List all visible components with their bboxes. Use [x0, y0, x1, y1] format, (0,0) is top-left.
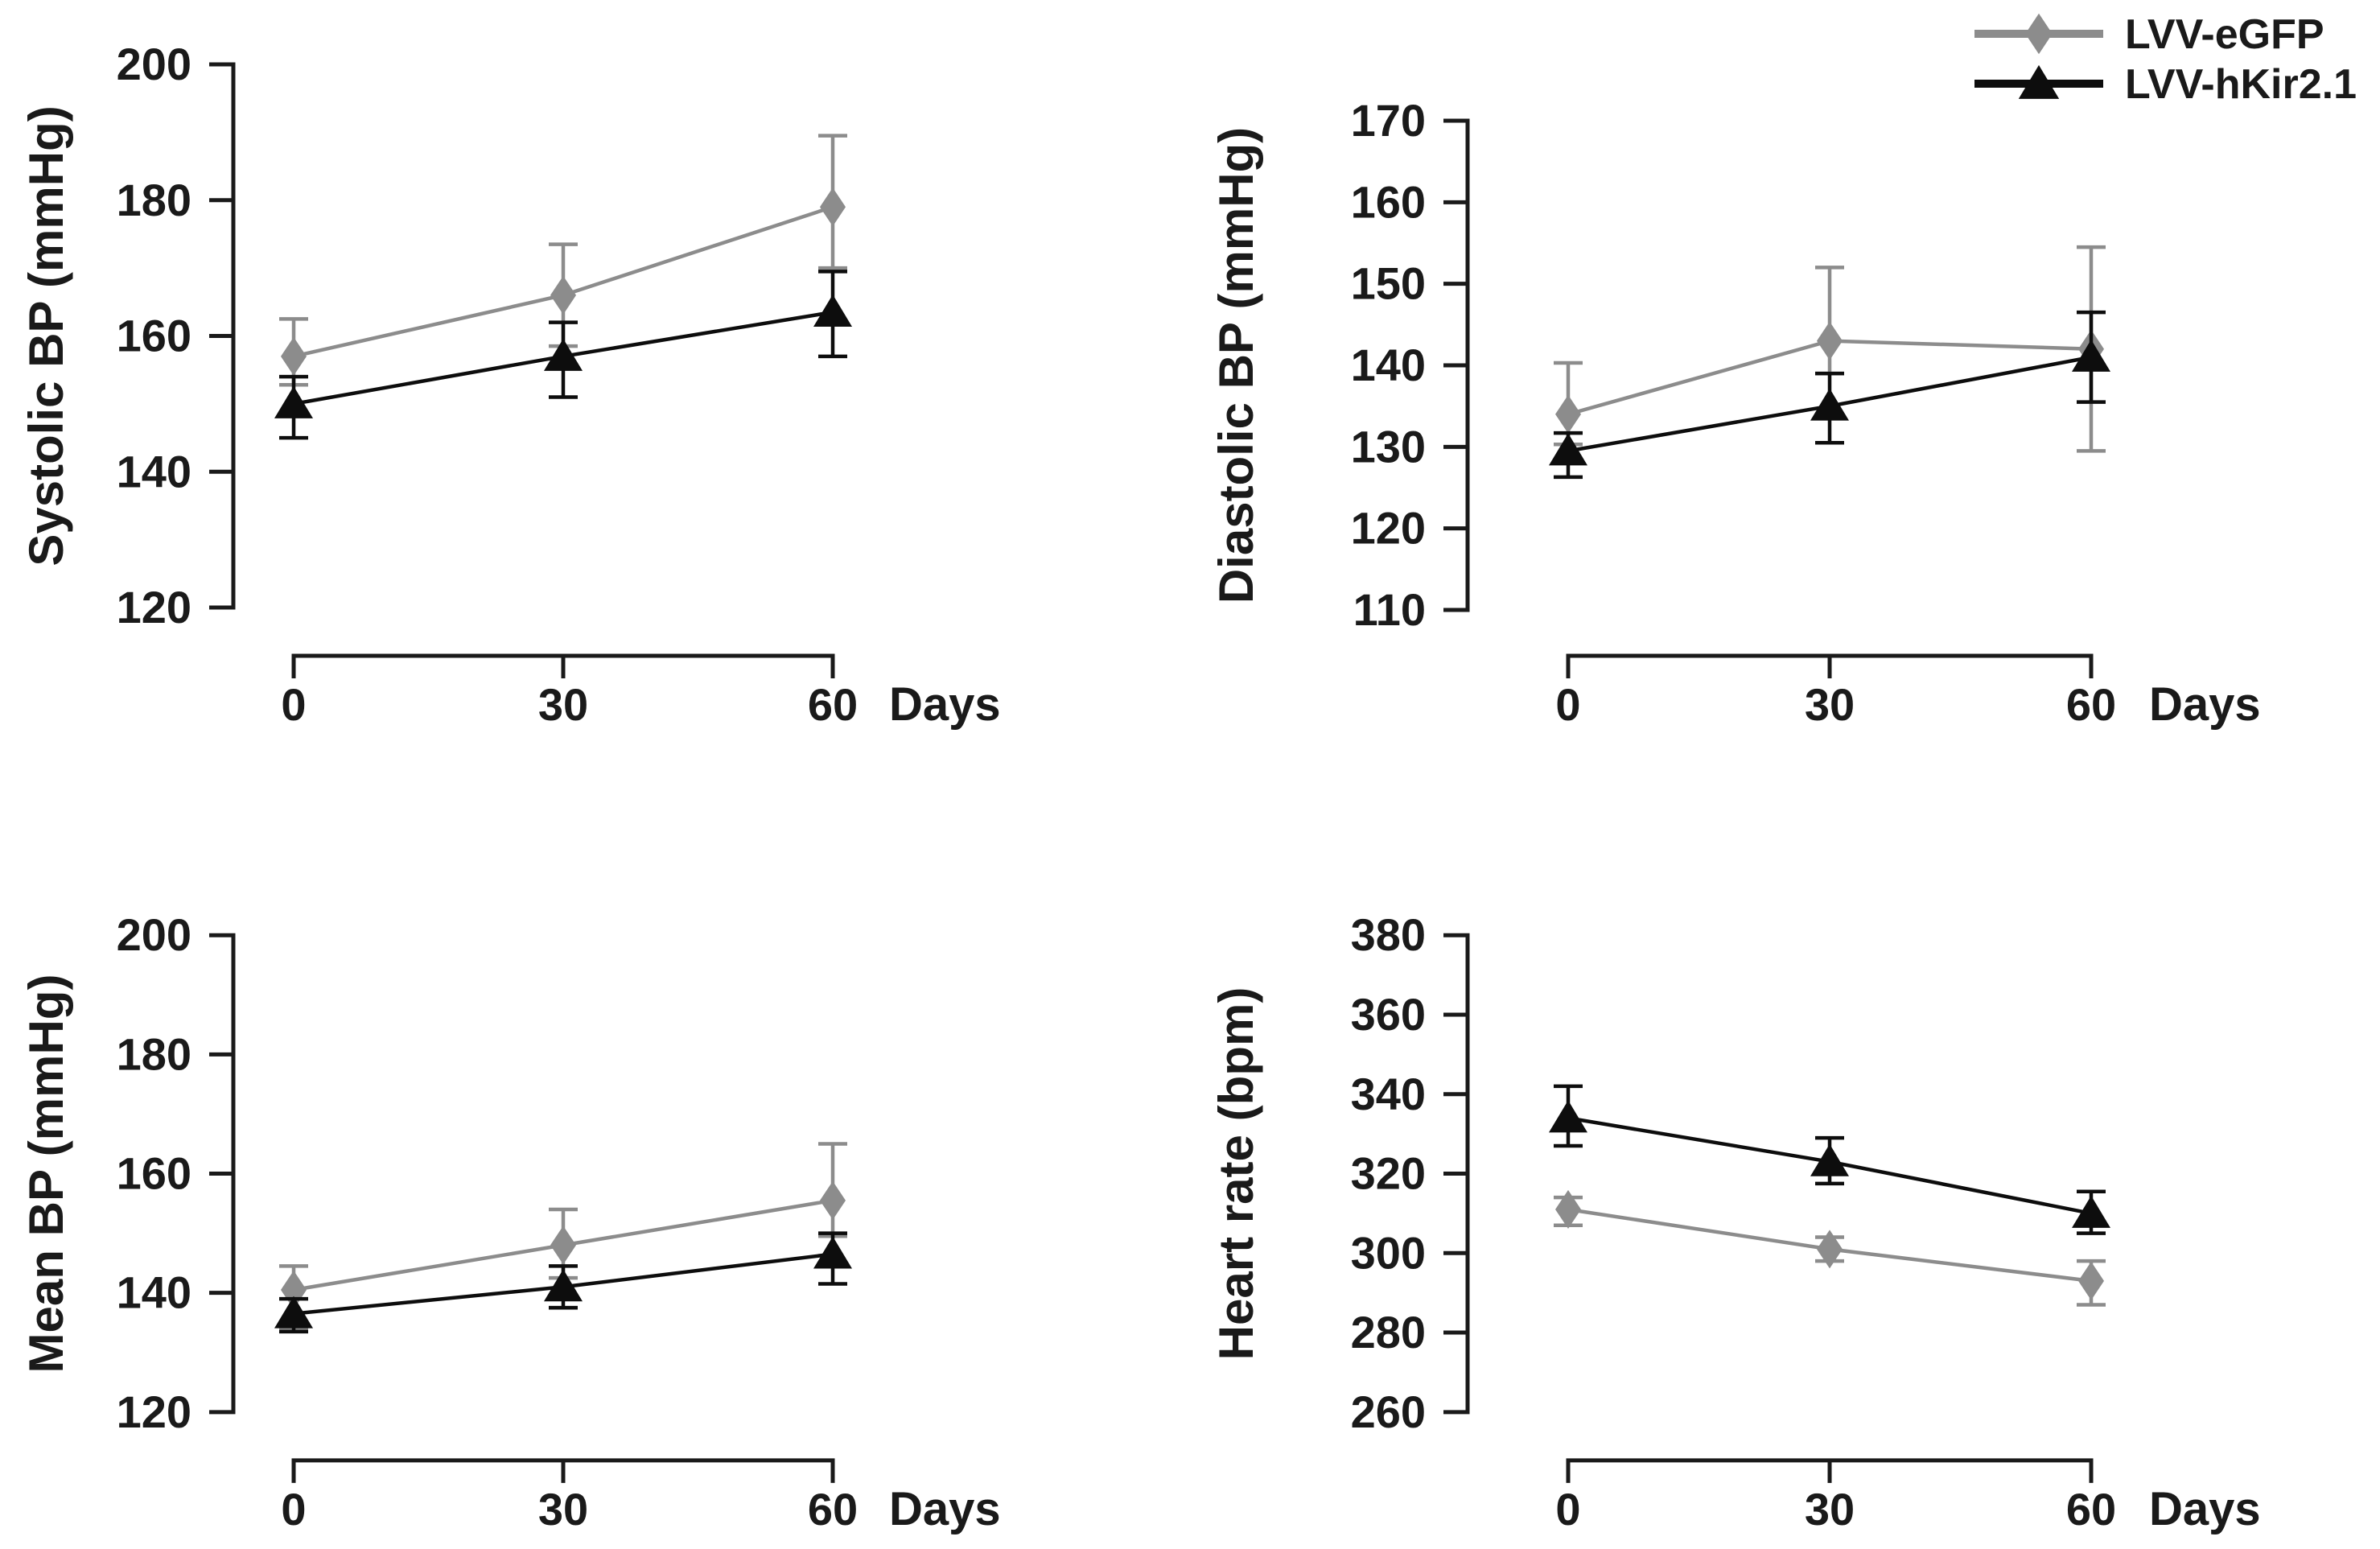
y-tick-label: 160: [117, 1148, 191, 1199]
data-point-marker: [274, 385, 313, 418]
legend-diamond-icon: [2025, 13, 2053, 55]
series-LVV-eGFP: [1554, 1189, 2106, 1307]
y-axis: 110 120 130 140 150 160 170: [1351, 95, 1470, 635]
x-tick-label: 30: [1805, 1484, 1855, 1535]
x-tick-label: 60: [808, 1484, 858, 1535]
data-point-marker: [274, 1296, 313, 1329]
data-point-marker: [1810, 388, 1849, 421]
data-point-marker: [281, 336, 307, 376]
diastolic-bp-chart: 110 120 130 140 150 160 170 Diastolic BP (mmHg)…: [1209, 11, 2357, 731]
y-tick-label: 360: [1351, 989, 1426, 1040]
y-tick-label: 120: [117, 582, 191, 632]
y-tick-label: 300: [1351, 1227, 1426, 1278]
x-axis-line: [291, 1458, 835, 1483]
y-axis: 120 140 160 180 200: [117, 39, 236, 632]
data-point-marker: [813, 294, 852, 327]
x-axis-line: [1566, 1458, 2094, 1483]
x-tick-label: 0: [281, 1484, 306, 1535]
mean-bp-chart: 120 140 160 180 200 Mean BP (mmHg) 0 30 60 Days: [19, 909, 1001, 1535]
data-point-marker: [2072, 339, 2110, 372]
data-point-marker: [544, 338, 583, 371]
y-tick-label: 200: [117, 39, 191, 89]
y-axis-title: Heart rate (bpm): [1209, 987, 1263, 1361]
heart-rate-chart: 260 280 300 320 340 360 380 Heart rate (bpm) 0 30…: [1209, 909, 2261, 1535]
y-tick-label: 140: [117, 446, 191, 496]
x-tick-label: 60: [2066, 679, 2116, 730]
y-tick-label: 320: [1351, 1148, 1426, 1199]
y-axis: 260 280 300 320 340 360 380: [1351, 909, 1470, 1437]
x-tick-label: 0: [1555, 679, 1580, 730]
y-tick-label: 120: [1351, 503, 1426, 554]
data-point-marker: [1555, 1189, 1581, 1229]
data-point-marker: [813, 1236, 852, 1269]
legend-label: LVV-eGFP: [2125, 11, 2324, 58]
data-point-marker: [1549, 1100, 1587, 1133]
y-tick-label: 110: [1353, 584, 1426, 635]
x-axis: 0 30 60 Days: [281, 1458, 1001, 1535]
x-axis-unit-label: Days: [889, 678, 1001, 731]
data-point-marker: [550, 1226, 576, 1265]
y-tick-label: 140: [117, 1267, 191, 1318]
y-tick-label: 160: [117, 311, 191, 361]
data-point-marker: [2078, 1261, 2104, 1300]
y-axis-title: Systolic BP (mmHg): [19, 105, 73, 566]
data-point-marker: [820, 1180, 846, 1220]
x-axis: 0 30 60 Days: [1555, 1458, 2261, 1535]
y-tick-label: 200: [117, 909, 191, 960]
data-point-marker: [820, 187, 846, 227]
y-tick-label: 260: [1351, 1386, 1426, 1437]
series-LVV-hKir2.1: [274, 270, 852, 440]
x-tick-label: 0: [1555, 1484, 1580, 1535]
data-point-marker: [2072, 1195, 2110, 1228]
x-tick-label: 60: [808, 679, 858, 730]
legend-item: LVV-eGFP: [1974, 11, 2324, 58]
y-tick-label: 180: [117, 1028, 191, 1079]
y-axis-title: Mean BP (mmHg): [19, 974, 73, 1374]
x-tick-label: 30: [538, 679, 588, 730]
y-tick-label: 150: [1351, 258, 1426, 309]
y-tick-label: 380: [1351, 909, 1426, 960]
y-tick-label: 130: [1351, 421, 1426, 472]
y-axis: 120 140 160 180 200: [117, 909, 236, 1437]
data-point-marker: [1549, 433, 1587, 466]
x-axis-unit-label: Days: [889, 1483, 1001, 1535]
y-tick-label: 170: [1351, 95, 1426, 146]
x-tick-label: 30: [538, 1484, 588, 1535]
y-axis-title: Diastolic BP (mmHg): [1209, 127, 1263, 604]
systolic-bp-chart: 120 140 160 180 200 Systolic BP (mmHg) 0 30 60 Da…: [19, 39, 1001, 731]
legend-label: LVV-hKir2.1: [2125, 61, 2357, 108]
y-tick-label: 140: [1351, 340, 1426, 390]
x-axis: 0 30 60 Days: [281, 653, 1001, 731]
x-tick-label: 0: [281, 679, 306, 730]
x-tick-label: 30: [1805, 679, 1855, 730]
data-point-marker: [1817, 321, 1843, 360]
y-tick-label: 160: [1351, 176, 1426, 227]
y-tick-label: 280: [1351, 1307, 1426, 1357]
x-axis-unit-label: Days: [2149, 1483, 2261, 1535]
data-point-marker: [1555, 394, 1581, 434]
data-point-marker: [550, 275, 576, 315]
y-tick-label: 120: [117, 1386, 191, 1437]
y-tick-label: 180: [117, 175, 191, 225]
series-LVV-hKir2.1: [1549, 1084, 2110, 1235]
data-point-marker: [544, 1269, 583, 1302]
data-point-marker: [1810, 1143, 1849, 1176]
x-tick-label: 60: [2066, 1484, 2116, 1535]
x-axis-unit-label: Days: [2149, 678, 2261, 731]
y-tick-label: 340: [1351, 1069, 1426, 1119]
series-LVV-hKir2.1: [1549, 310, 2110, 480]
series-LVV-hKir2.1: [274, 1231, 852, 1334]
legend-triangle-icon: [2018, 64, 2060, 99]
legend-item: LVV-hKir2.1: [1974, 61, 2357, 108]
x-axis: 0 30 60 Days: [1555, 653, 2261, 731]
